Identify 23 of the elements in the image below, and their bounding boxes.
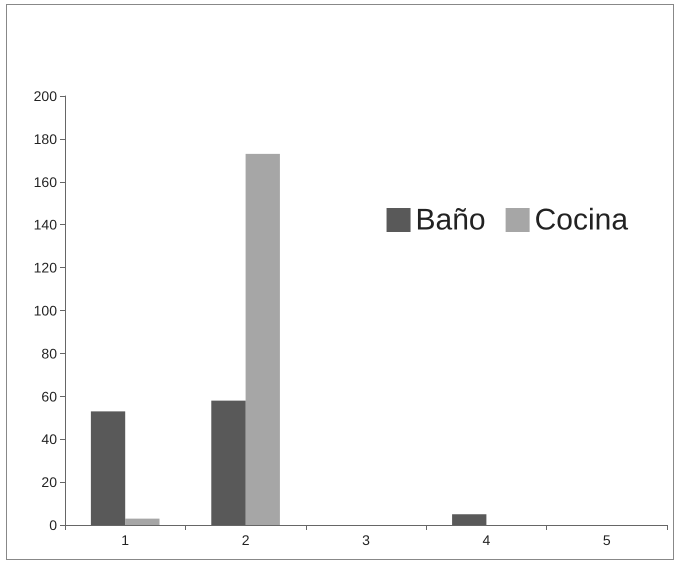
x-tick-label: 3 bbox=[362, 532, 370, 548]
y-tick-label: 140 bbox=[34, 216, 58, 233]
y-tick-label: 100 bbox=[34, 302, 58, 318]
y-tick-label: 40 bbox=[41, 431, 58, 448]
y-tick-label: 200 bbox=[34, 88, 58, 104]
x-tick-label: 4 bbox=[482, 532, 490, 548]
y-tick-label: 20 bbox=[41, 474, 58, 490]
bar bbox=[246, 154, 280, 525]
bar bbox=[90, 411, 126, 525]
bar bbox=[211, 400, 246, 525]
y-tick-label: 60 bbox=[41, 388, 58, 404]
y-tick-label: 180 bbox=[34, 130, 58, 147]
bar bbox=[125, 518, 160, 525]
legend-label: Cocina bbox=[534, 204, 628, 236]
x-tick-label: 1 bbox=[121, 532, 130, 548]
y-tick-label: 0 bbox=[49, 517, 58, 533]
legend-label: Baño bbox=[416, 204, 486, 236]
bar bbox=[452, 514, 486, 525]
x-tick-label: 2 bbox=[242, 532, 250, 548]
y-tick-label: 80 bbox=[41, 345, 58, 362]
x-tick-label: 5 bbox=[602, 532, 611, 548]
y-tick-label: 160 bbox=[34, 174, 58, 190]
y-tick-label: 120 bbox=[34, 260, 58, 276]
